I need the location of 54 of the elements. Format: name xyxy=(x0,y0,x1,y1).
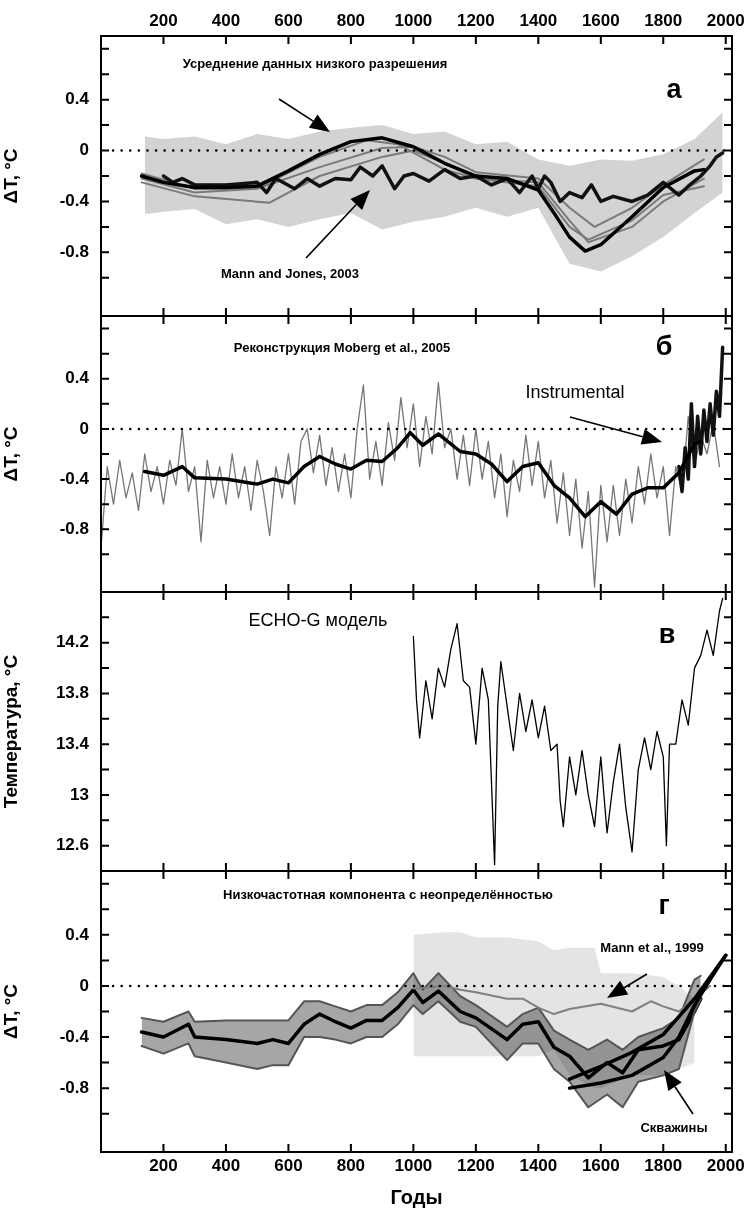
y-axis-title: ΔT, °C xyxy=(0,983,21,1040)
annotation: б xyxy=(655,331,673,362)
y-tick-label: 13.8 xyxy=(55,683,89,703)
x-tick-label: 1600 xyxy=(581,1155,620,1175)
x-tick-label: 600 xyxy=(274,1155,303,1175)
annotation: а xyxy=(666,74,683,105)
x-tick-label: 600 xyxy=(274,11,303,31)
y-tick-label: 0.4 xyxy=(65,924,90,944)
y-axis-title: ΔT, °C xyxy=(0,148,21,204)
x-tick-label: 2000 xyxy=(706,11,745,31)
annotation: Усреднение данных низкого разрешения xyxy=(182,55,448,71)
x-tick-label: 1200 xyxy=(456,1155,495,1175)
y-tick-label: 14.2 xyxy=(55,632,89,652)
text: Низкочастотная компонента с неопределённостью xyxy=(223,886,553,902)
y-tick-label: -0.8 xyxy=(59,242,89,262)
y-tick-label: -0.8 xyxy=(59,1077,89,1097)
x-tick-label: 800 xyxy=(336,11,366,31)
annotation: Mann et al., 1999 xyxy=(600,939,704,955)
y-tick-label: 13.4 xyxy=(55,733,90,753)
y-axis-title: ΔT, °C xyxy=(0,426,21,482)
x-tick-label: 1200 xyxy=(456,11,495,31)
x-tick-label: 200 xyxy=(149,11,178,31)
x-tick-label: 1400 xyxy=(519,11,558,31)
y-tick-label: 0.4 xyxy=(65,368,90,388)
y-tick-label: 0 xyxy=(79,975,89,995)
annotation: Скважины xyxy=(640,1119,708,1135)
annotation: Mann and Jones, 2003 xyxy=(221,265,359,281)
y-tick-label: 0.4 xyxy=(65,89,90,109)
y-tick-label: -0.8 xyxy=(59,518,89,538)
y-tick-label: 12.6 xyxy=(55,835,89,855)
x-tick-label: 2000 xyxy=(706,1155,745,1175)
x-tick-label: 200 xyxy=(149,1155,178,1175)
x-tick-label: 1800 xyxy=(644,1155,683,1175)
y-tick-label: 0 xyxy=(79,140,89,160)
y-tick-label: -0.4 xyxy=(59,468,90,488)
annotation: г xyxy=(658,890,670,921)
y-axis-title: Температура, °C xyxy=(0,654,21,809)
x-tick-label: 1400 xyxy=(519,1155,558,1175)
x-tick-label: 400 xyxy=(211,1155,241,1175)
x-tick-label: 800 xyxy=(336,1155,366,1175)
y-tick-label: -0.4 xyxy=(59,191,90,211)
x-tick-label: 1800 xyxy=(644,11,683,31)
annotation: в xyxy=(658,619,676,650)
x-tick-label: 400 xyxy=(211,11,241,31)
y-tick-label: -0.4 xyxy=(59,1026,90,1046)
text: Реконструкция Moberg et al., 2005 xyxy=(233,339,451,355)
y-tick-label: 13 xyxy=(70,784,89,804)
x-axis-title: Годы xyxy=(390,1185,443,1208)
text: ECHO-G модель xyxy=(248,609,388,630)
x-tick-label: 1000 xyxy=(394,11,433,31)
y-tick-label: 0 xyxy=(79,418,89,438)
x-tick-label: 1000 xyxy=(394,1155,433,1175)
annotation: Instrumental xyxy=(525,381,625,402)
x-tick-label: 1600 xyxy=(581,11,620,31)
